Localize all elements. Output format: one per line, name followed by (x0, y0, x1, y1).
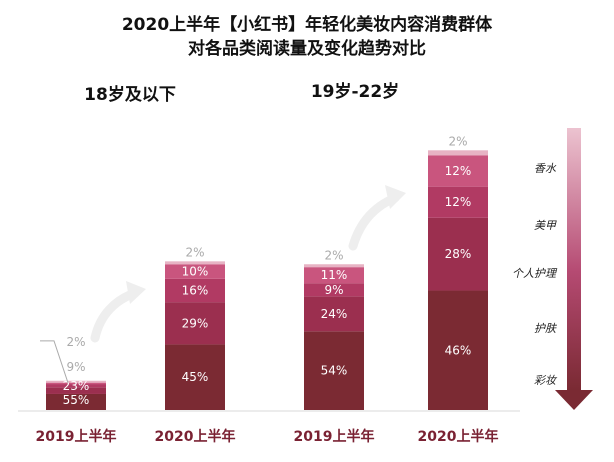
data-label-香水: 2% (324, 248, 343, 262)
data-label-彩妆: 54% (321, 364, 348, 378)
x-labels: 2019上半年 2020上半年 2019上半年 2020上半年 (36, 428, 499, 445)
data-label-个人护理: 9% (324, 283, 343, 297)
chart-title-line1: 2020上半年【小红书】年轻化美妆内容消费群体 (122, 14, 493, 35)
chart-title-line2: 对各品类阅读量及变化趋势对比 (188, 38, 426, 59)
x-tick-label: 2019上半年 (294, 428, 375, 445)
bar-segment-护肤 (428, 217, 488, 291)
data-label-护肤: 24% (321, 307, 348, 321)
x-tick-label: 2020上半年 (155, 428, 236, 445)
data-label-个人护理: 16% (182, 283, 209, 297)
group-title-2: 19岁-22岁 (311, 81, 399, 102)
legend-item-彩妆: 彩妆 (534, 374, 558, 387)
data-label-个人护理: 11% (63, 365, 90, 379)
data-label-护肤: 23% (63, 379, 90, 393)
bar-segment-个人护理 (46, 384, 106, 388)
legend-item-美甲: 美甲 (534, 219, 557, 232)
bar-segment-个人护理 (304, 283, 364, 297)
legend-item-护肤: 护肤 (534, 322, 558, 335)
bar-segment-彩妆 (428, 290, 488, 410)
data-label-美甲: 12% (445, 164, 472, 178)
data-label-香水: 2% (66, 335, 85, 349)
bar-segment-美甲 (304, 267, 364, 284)
legend-item-香水: 香水 (534, 162, 557, 175)
legend-arrow-down-icon (555, 390, 593, 410)
bar-segment-个人护理 (428, 186, 488, 218)
bar-segment-彩妆 (165, 344, 225, 410)
data-label-彩妆: 45% (182, 370, 209, 384)
data-label-护肤: 28% (445, 247, 472, 261)
data-label-护肤: 29% (182, 316, 209, 330)
x-tick-label: 2020上半年 (418, 428, 499, 445)
data-label-美甲: 9% (66, 360, 85, 374)
data-label-美甲: 10% (182, 265, 209, 279)
legend-item-个人护理: 个人护理 (512, 267, 558, 280)
bar-segment-香水 (304, 264, 364, 268)
bar-segment-护肤 (304, 296, 364, 332)
data-label-香水: 2% (448, 134, 467, 148)
x-tick-label: 2019上半年 (36, 428, 117, 445)
bars: 55%23%11%9%2%45%29%16%10%2%54%24%9%11%2%… (40, 134, 488, 410)
bar-segment-护肤 (46, 387, 106, 394)
bar-segment-美甲 (165, 264, 225, 279)
bar-segment-护肤 (165, 302, 225, 345)
bar-segment-个人护理 (165, 278, 225, 303)
data-label-香水: 2% (185, 245, 204, 259)
growth-arrow-head-icon (385, 185, 406, 209)
growth-arrow-icon (348, 193, 400, 251)
bar-segment-彩妆 (304, 331, 364, 410)
bar-segment-香水 (428, 150, 488, 156)
bar-segment-香水 (165, 261, 225, 265)
leader-line (40, 340, 69, 384)
data-label-彩妆: 46% (445, 343, 472, 357)
growth-arrow-icon (90, 288, 140, 343)
data-label-个人护理: 12% (445, 195, 472, 209)
legend-gradient-bar (567, 128, 581, 390)
bar-segment-美甲 (428, 155, 488, 187)
data-label-美甲: 11% (321, 268, 348, 282)
data-label-彩妆: 55% (63, 393, 90, 407)
group-title-1: 18岁及以下 (84, 84, 176, 105)
growth-arrow-head-icon (126, 281, 146, 304)
bar-segment-彩妆 (46, 393, 106, 410)
